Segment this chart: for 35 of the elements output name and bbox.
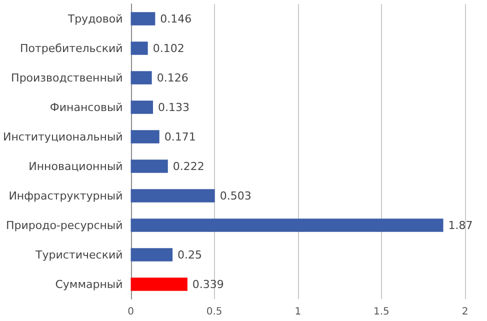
y-tick-label: Инфраструктурный — [8, 189, 123, 202]
data-label: 0.339 — [192, 278, 224, 291]
data-label: 0.171 — [164, 130, 196, 144]
y-tick-label: Туристический — [34, 248, 123, 262]
y-tick-label: Инновационный — [28, 160, 123, 173]
x-tick-label: 0.5 — [206, 306, 222, 318]
data-label: 0.102 — [152, 42, 184, 55]
x-tick-label: 0 — [128, 306, 134, 318]
y-tick-label: Производственный — [11, 71, 123, 84]
bar — [130, 100, 154, 114]
x-tick-label: 2 — [462, 306, 468, 318]
data-label: 0.25 — [178, 248, 202, 262]
bar — [130, 218, 444, 232]
bar — [130, 12, 156, 26]
data-label: 0.503 — [220, 189, 252, 202]
y-tick-label: Трудовой — [66, 12, 123, 26]
x-tick-label: 1 — [294, 306, 302, 318]
data-label: 0.126 — [156, 71, 188, 84]
bar — [130, 189, 215, 202]
data-label: 0.133 — [158, 100, 190, 114]
y-tick-label: Суммарный — [55, 278, 123, 291]
bar — [130, 248, 173, 262]
bar — [130, 42, 148, 55]
bar — [130, 130, 160, 144]
bar — [130, 278, 188, 291]
bar — [130, 160, 168, 173]
data-label: 0.222 — [172, 160, 204, 173]
x-tick-label: 1.5 — [373, 306, 390, 318]
y-tick-label: Финансовый — [50, 100, 123, 114]
data-label: 1.87 — [448, 218, 473, 232]
y-tick-label: Потребительский — [20, 42, 123, 55]
data-label: 0.146 — [160, 12, 192, 26]
bar — [130, 71, 152, 84]
y-tick-label: Институциональный — [3, 130, 123, 144]
y-tick-label: Природо-ресурсный — [6, 218, 123, 232]
